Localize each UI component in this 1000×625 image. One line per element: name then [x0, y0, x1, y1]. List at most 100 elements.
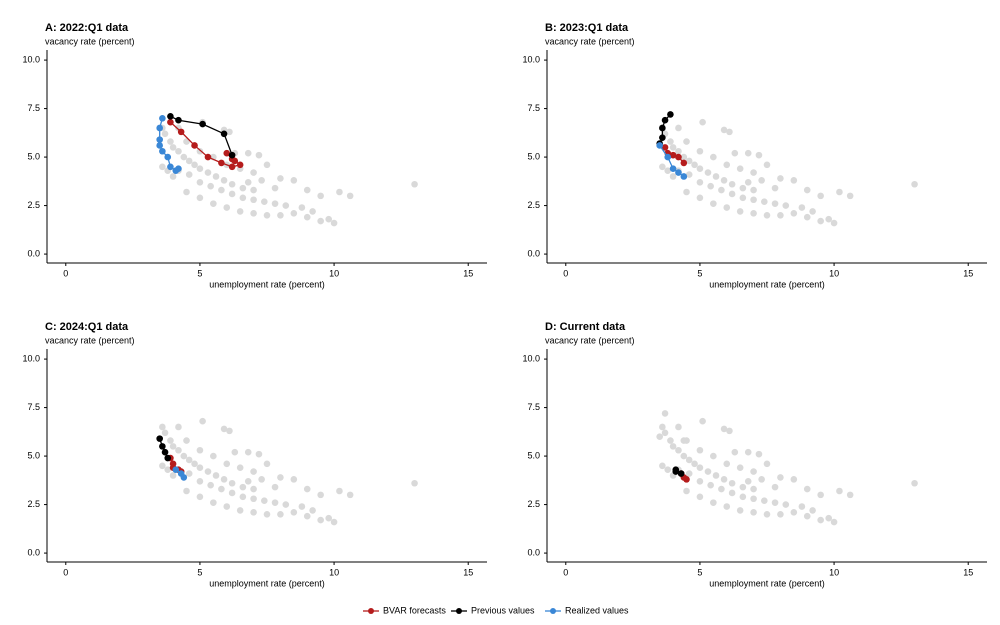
point: [161, 130, 169, 138]
point: [696, 464, 704, 472]
point: [271, 483, 279, 491]
point: [656, 142, 663, 149]
point: [210, 499, 217, 506]
point: [228, 190, 236, 198]
point: [736, 165, 744, 173]
point: [683, 476, 690, 483]
point: [250, 196, 257, 204]
point: [196, 147, 204, 155]
point: [185, 456, 193, 464]
point: [782, 501, 790, 508]
y-tick-label: 0.0: [527, 547, 540, 557]
point: [790, 210, 798, 217]
point: [667, 111, 674, 118]
point: [680, 437, 688, 444]
point: [763, 460, 771, 468]
point: [317, 217, 324, 225]
point: [664, 153, 672, 161]
point: [661, 410, 669, 417]
point: [771, 184, 779, 192]
legend-marker: [456, 608, 462, 614]
point: [761, 198, 768, 205]
point: [696, 179, 704, 186]
point: [836, 487, 843, 495]
panel-title: A: 2022:Q1 data: [45, 22, 129, 34]
point: [803, 512, 811, 520]
point: [290, 509, 298, 516]
point: [236, 507, 244, 514]
point: [263, 510, 271, 518]
point: [669, 165, 677, 173]
point: [699, 118, 706, 126]
point: [846, 192, 854, 200]
point: [263, 460, 271, 468]
point: [696, 446, 704, 454]
point: [303, 485, 311, 493]
point: [803, 485, 811, 493]
point: [161, 448, 169, 456]
point: [683, 138, 690, 145]
point: [183, 437, 190, 444]
point: [156, 124, 163, 132]
point: [723, 161, 731, 169]
y-tick-label: 5.0: [27, 151, 40, 161]
point: [223, 503, 231, 510]
point: [177, 128, 185, 136]
point: [204, 169, 212, 176]
point: [169, 144, 177, 151]
point: [750, 468, 757, 475]
point: [798, 503, 806, 510]
point: [750, 509, 757, 516]
point: [180, 452, 188, 460]
point: [677, 470, 685, 477]
point: [159, 163, 166, 171]
point: [750, 196, 757, 204]
point: [290, 476, 298, 483]
y-tick-label: 2.5: [27, 200, 40, 210]
point: [228, 180, 236, 188]
y-tick-label: 7.5: [27, 402, 40, 412]
point: [261, 497, 268, 504]
point: [317, 516, 324, 524]
point: [167, 437, 174, 444]
point: [667, 138, 674, 145]
point: [223, 460, 231, 468]
point: [196, 464, 204, 472]
point: [196, 493, 204, 501]
point: [777, 175, 784, 182]
point: [659, 124, 666, 132]
point: [156, 136, 163, 143]
point: [669, 443, 677, 450]
point: [298, 503, 306, 510]
point: [659, 163, 666, 171]
point: [817, 491, 824, 499]
legend-label: BVAR forecasts: [383, 605, 446, 615]
panel-title: C: 2024:Q1 data: [45, 321, 129, 333]
point: [790, 177, 798, 184]
point: [675, 423, 682, 431]
x-tick-label: 15: [463, 567, 473, 577]
point: [271, 499, 279, 506]
point: [669, 144, 677, 151]
point: [710, 499, 717, 506]
legend-marker: [368, 608, 374, 614]
point: [250, 468, 257, 475]
x-tick-label: 5: [197, 567, 202, 577]
point: [244, 179, 252, 186]
point: [220, 476, 228, 483]
point: [744, 149, 752, 157]
point: [710, 200, 717, 207]
y-axis-label: vacancy rate (percent): [545, 36, 635, 46]
x-tick-label: 0: [63, 567, 68, 577]
point: [683, 487, 690, 495]
point: [156, 142, 163, 149]
point: [661, 429, 669, 437]
x-axis-label: unemployment rate (percent): [209, 578, 325, 588]
point: [271, 200, 279, 207]
point: [218, 485, 225, 493]
point: [712, 472, 720, 479]
point: [244, 448, 252, 456]
point: [411, 180, 418, 188]
point: [728, 479, 736, 487]
point: [755, 151, 763, 159]
